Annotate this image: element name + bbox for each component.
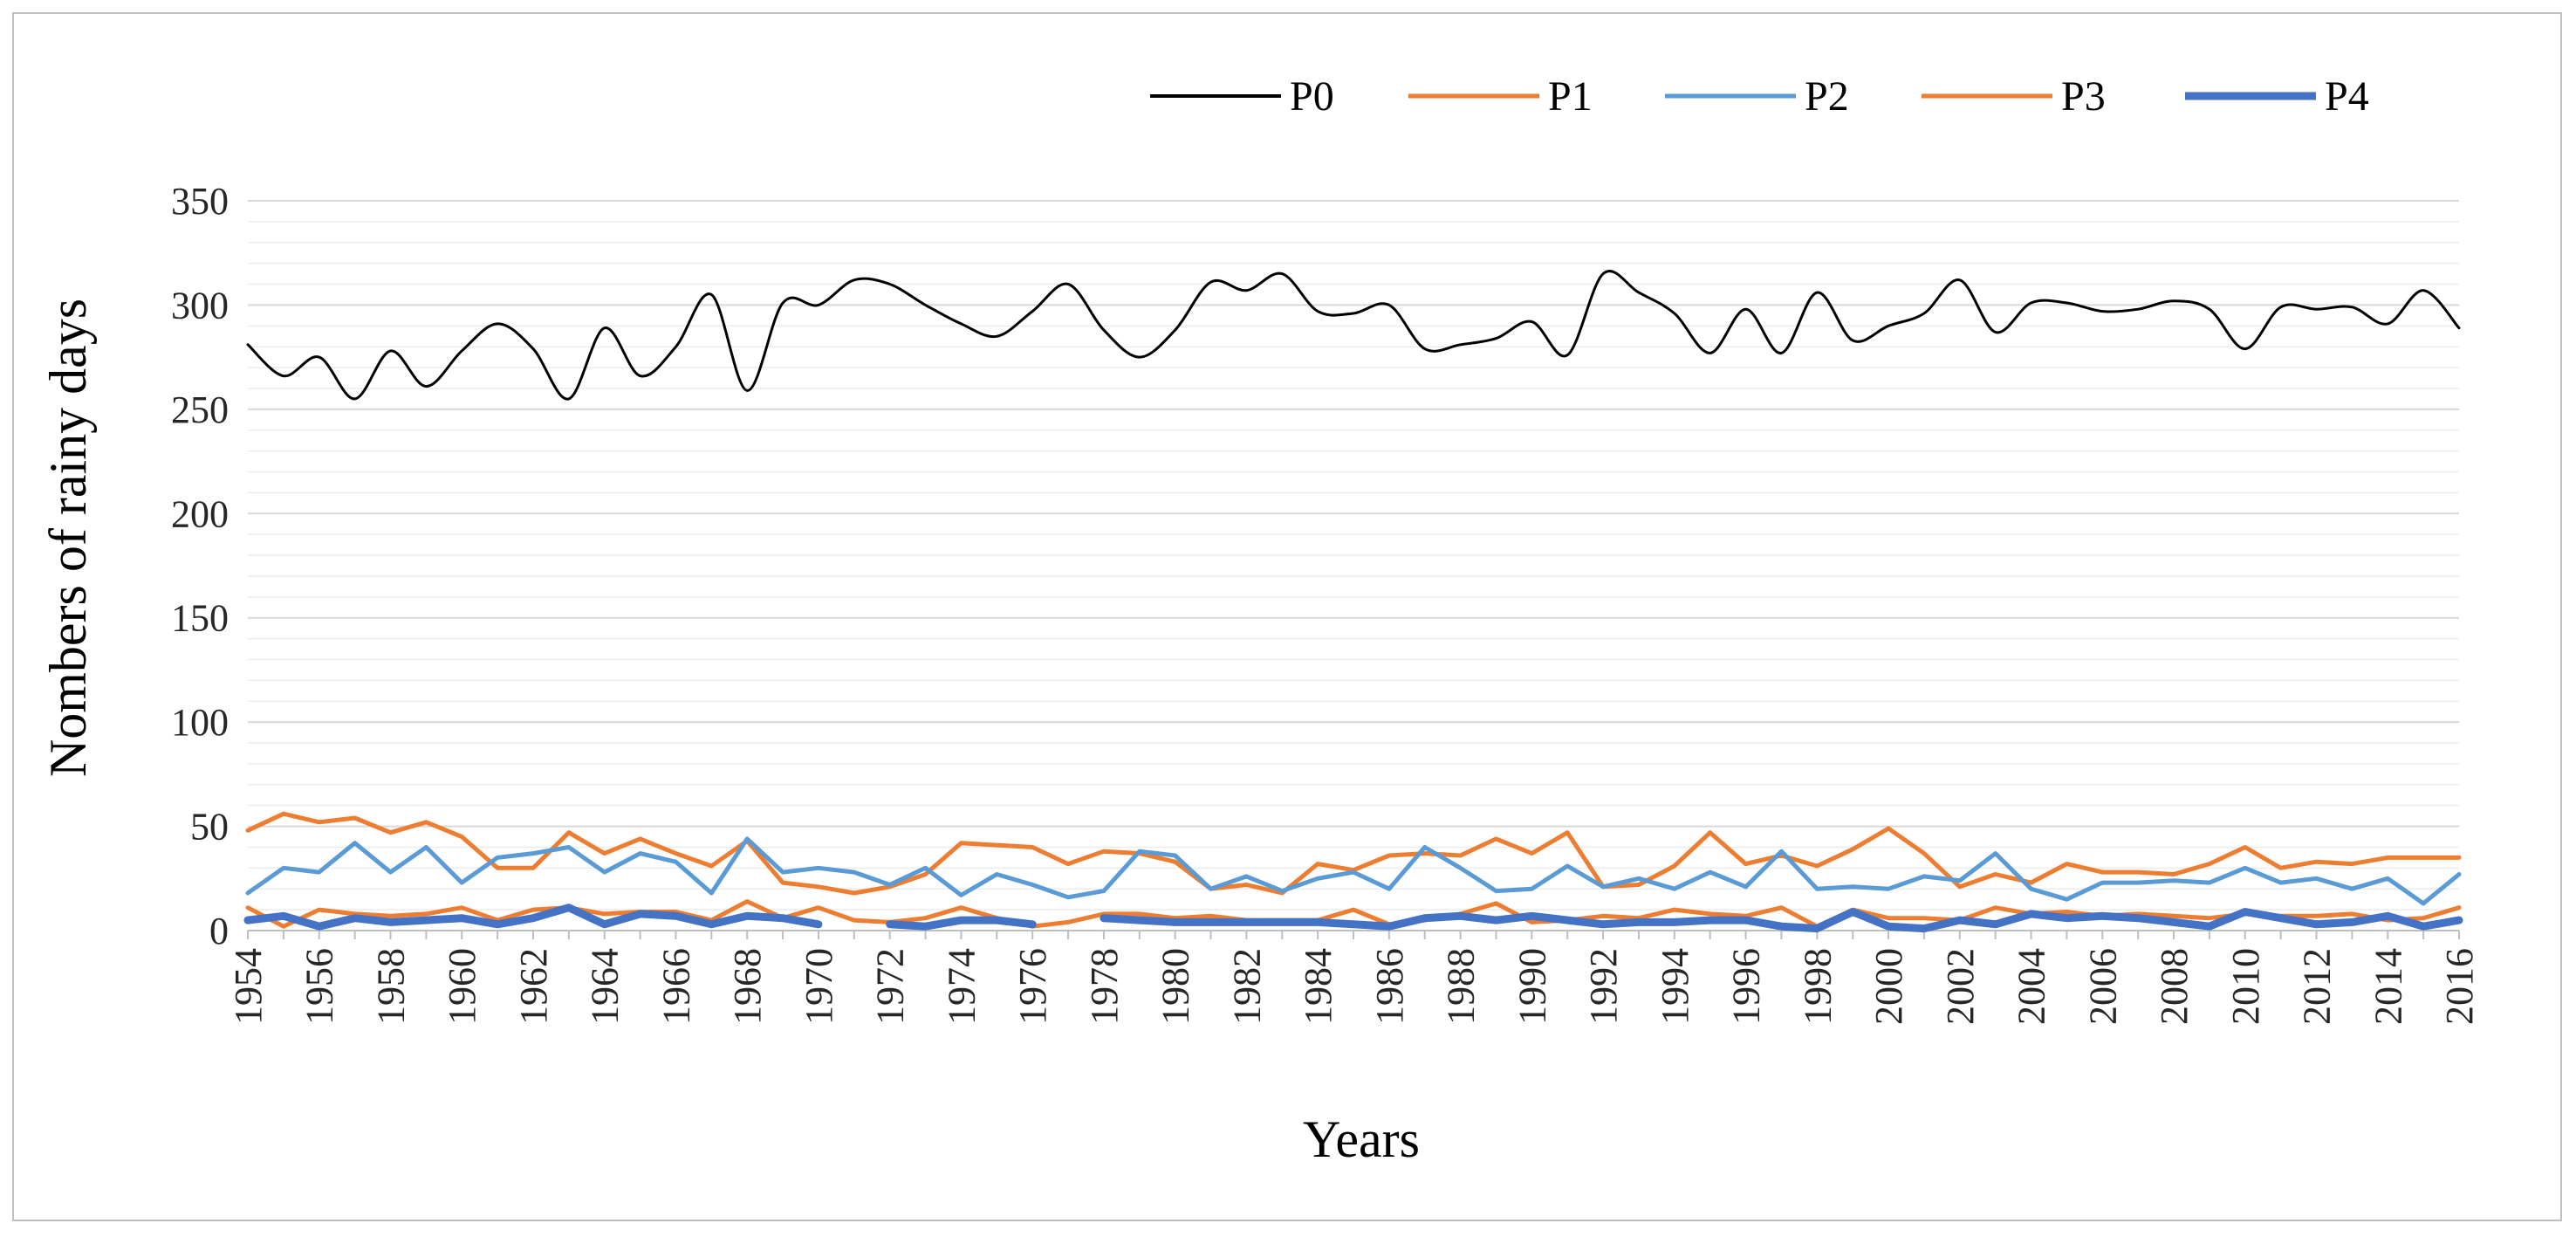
x-tick-label: 2006 <box>2081 948 2124 1025</box>
x-tick-label: 2000 <box>1867 948 1910 1025</box>
legend-label-p2: P2 <box>1805 73 1849 120</box>
y-tick-label: 300 <box>171 284 229 326</box>
x-tick-label: 1998 <box>1796 948 1839 1025</box>
x-tick-label: 1964 <box>584 948 627 1025</box>
x-tick-label: 1992 <box>1582 948 1625 1025</box>
legend-label-p0: P0 <box>1290 73 1334 120</box>
x-tick-label: 1958 <box>369 948 412 1025</box>
x-tick-label: 1954 <box>227 948 270 1025</box>
y-tick-label: 250 <box>171 388 229 431</box>
series-line-p0 <box>246 270 2461 401</box>
x-tick-label: 2012 <box>2296 948 2339 1025</box>
y-tick-label: 50 <box>190 806 229 849</box>
x-tick-label: 1956 <box>298 948 341 1025</box>
axes: 0 50 100 150 200 250 300 350 1954 1956 1958 1960 196… <box>171 180 2481 1025</box>
x-tick-label: 2008 <box>2153 948 2196 1025</box>
x-tick-label: 2010 <box>2224 948 2267 1025</box>
y-tick-label: 150 <box>171 597 229 640</box>
x-tick-label: 2002 <box>1939 948 1982 1025</box>
x-tick-label: 1984 <box>1297 948 1339 1025</box>
x-tick-label: 1974 <box>940 948 983 1025</box>
y-axis-title: Nombers of rainy days <box>39 299 97 777</box>
x-axis-title: Years <box>1303 1110 1420 1168</box>
x-tick-label: 2016 <box>2438 948 2481 1025</box>
x-tick-label: 1986 <box>1368 948 1411 1025</box>
y-tick-label: 0 <box>209 910 229 952</box>
legend-label-p4: P4 <box>2325 73 2369 120</box>
x-tick-label: 1968 <box>726 948 769 1025</box>
y-tick-label: 100 <box>171 701 229 744</box>
series-line-p4 <box>243 904 2463 933</box>
y-tick-label: 200 <box>171 492 229 535</box>
x-tick-label: 1980 <box>1154 948 1197 1025</box>
chart-frame <box>12 12 2562 1221</box>
x-tick-label: 2014 <box>2367 948 2409 1025</box>
x-tick-label: 1990 <box>1511 948 1553 1025</box>
x-tick-label: 2004 <box>2011 948 2053 1025</box>
y-tick-label: 350 <box>171 180 229 223</box>
legend: P0 P1 P2 P3 P4 <box>1150 73 2369 120</box>
x-tick-label: 1996 <box>1725 948 1768 1025</box>
legend-label-p3: P3 <box>2061 73 2106 120</box>
series-line-p2 <box>245 836 2462 906</box>
x-tick-label: 1982 <box>1225 948 1268 1025</box>
x-tick-label: 1988 <box>1440 948 1483 1025</box>
series-lines <box>243 270 2463 933</box>
legend-label-p1: P1 <box>1548 73 1593 120</box>
x-tick-label: 1970 <box>798 948 840 1025</box>
x-tick-label: 1960 <box>441 948 483 1025</box>
x-tick-label: 1962 <box>512 948 555 1025</box>
x-tick-label: 1994 <box>1654 948 1696 1025</box>
x-tick-label: 1978 <box>1083 948 1126 1025</box>
x-tick-label: 1966 <box>654 948 697 1025</box>
x-tick-label: 1976 <box>1011 948 1054 1025</box>
x-tick-label: 1972 <box>869 948 912 1025</box>
